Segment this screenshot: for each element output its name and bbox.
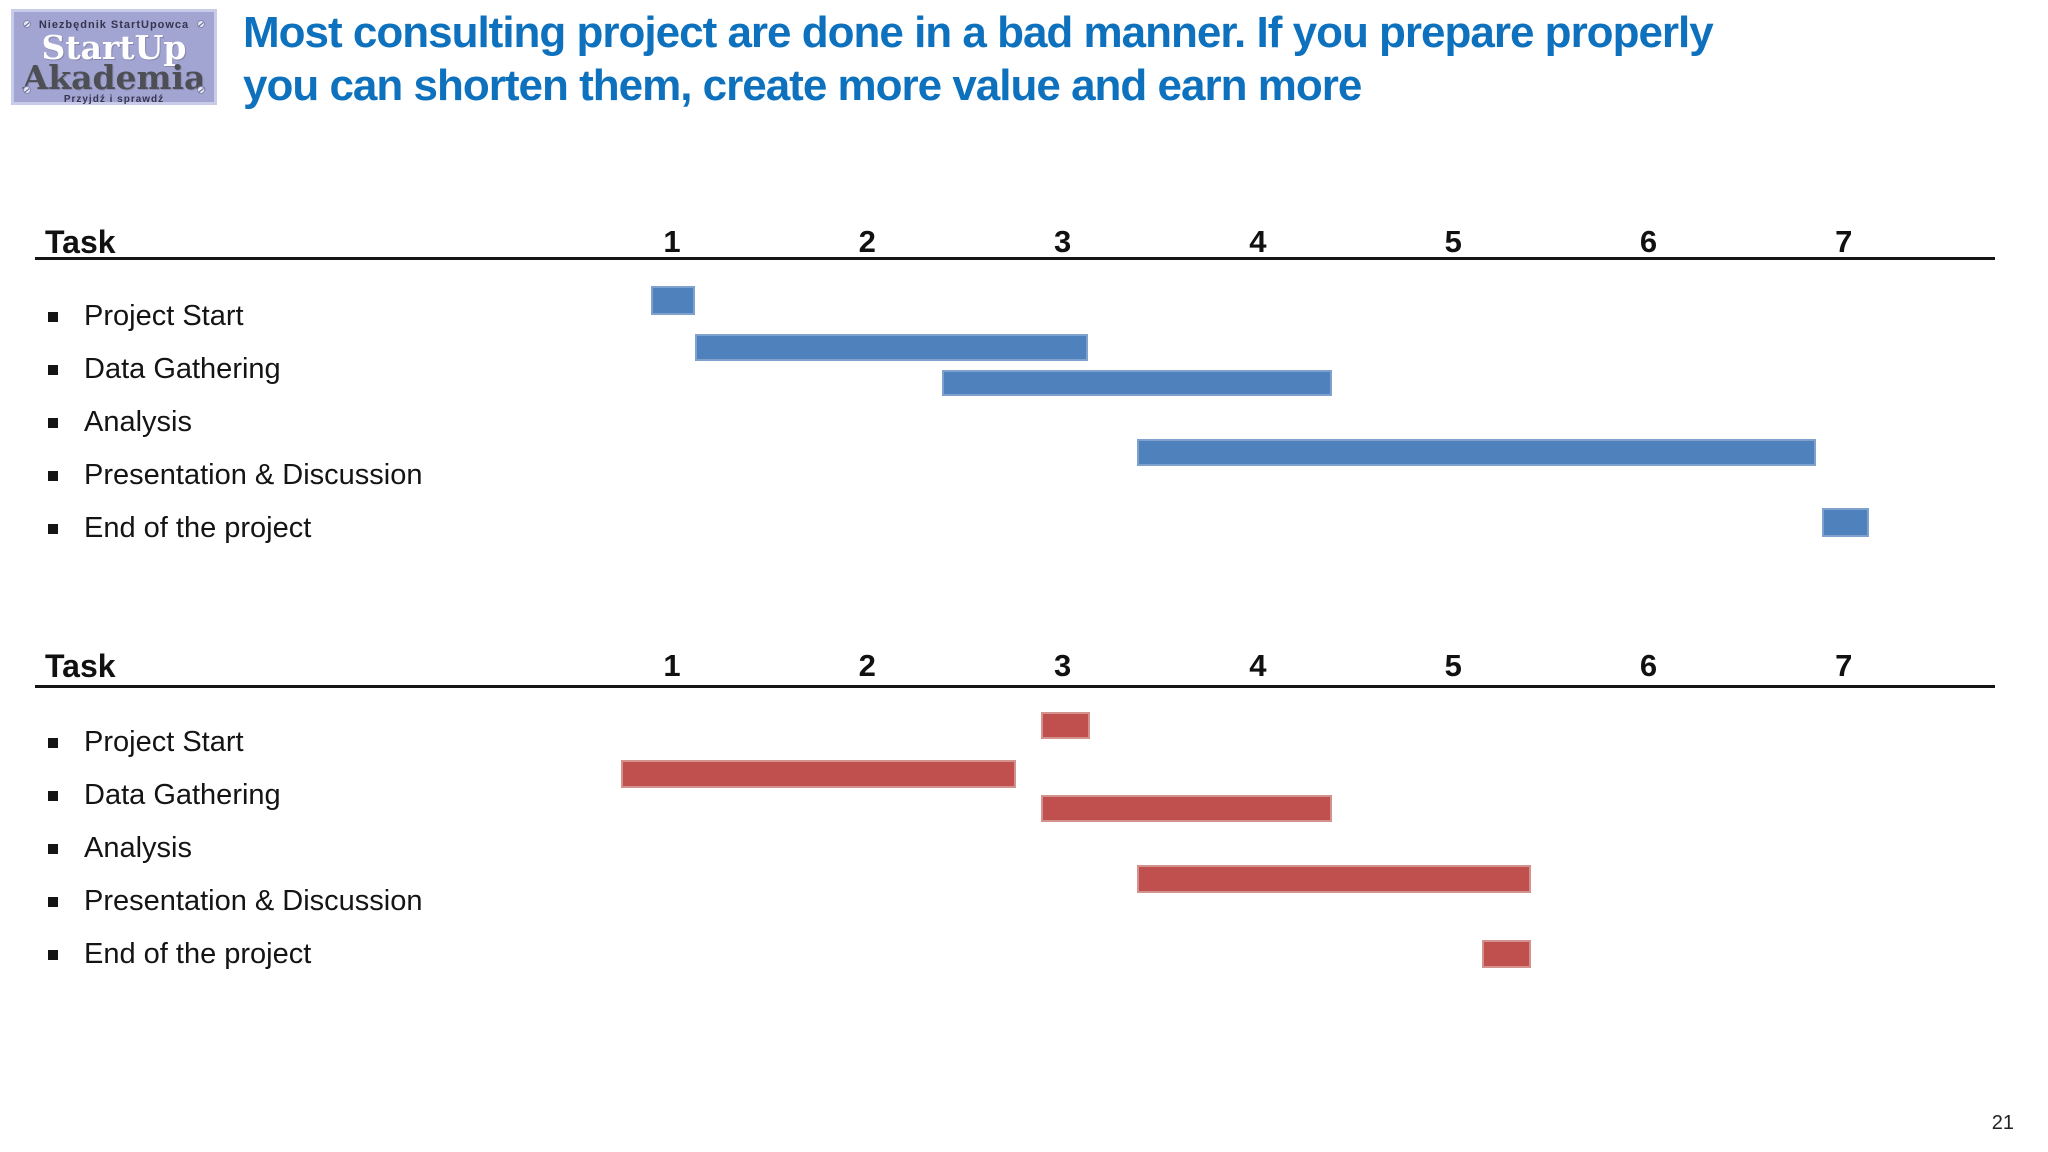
- task-label: Analysis: [84, 406, 192, 438]
- gantt-bar: [1041, 795, 1333, 822]
- slide-title-line2: you can shorten them, create more value …: [243, 61, 1362, 110]
- startup-akademia-logo: Niezbędnik StartUpowca StartUp Akademia …: [11, 9, 217, 105]
- axis-tick-label: 6: [1639, 224, 1658, 259]
- bullet-icon: [48, 791, 58, 801]
- axis-tick-label: 2: [858, 648, 876, 683]
- slide-title: Most consulting project are done in a ba…: [243, 6, 2043, 112]
- task-label: Project Start: [84, 726, 244, 758]
- bullet-icon: [48, 738, 58, 748]
- logo-tagline-bottom: Przyjdź i sprawdź: [63, 94, 165, 105]
- task-label: End of the project: [84, 512, 312, 544]
- screw-icon: [23, 86, 31, 94]
- bullet-icon: [48, 418, 58, 428]
- axis-tick-label: 4: [1249, 224, 1267, 259]
- task-label: End of the project: [84, 938, 312, 970]
- axis-tick-label: 7: [1835, 648, 1853, 683]
- gantt-bar: [1136, 439, 1817, 466]
- axis-tick-label: 5: [1444, 648, 1462, 683]
- task-label: Data Gathering: [84, 353, 281, 385]
- screw-icon: [23, 20, 31, 28]
- bullet-icon: [48, 365, 58, 375]
- bullet-icon: [48, 312, 58, 322]
- gantt-bar: [695, 334, 1088, 361]
- axis-tick-label: 2: [858, 224, 876, 259]
- logo-tagline-top: Niezbędnik StartUpowca: [38, 19, 190, 31]
- axis-tick-label: 6: [1639, 648, 1658, 683]
- header-rule: [35, 685, 1995, 688]
- task-column-header: Task: [45, 648, 116, 684]
- gantt-bar: [621, 760, 1016, 788]
- gantt-bar: [650, 286, 696, 315]
- gantt-bar: [1136, 865, 1532, 893]
- screw-icon: [197, 86, 205, 94]
- gantt-bar: [1822, 508, 1870, 537]
- gantt-bar: [1482, 940, 1532, 968]
- axis-tick-label: 7: [1835, 224, 1853, 259]
- logo-title: StartUp: [41, 28, 187, 67]
- bullet-icon: [48, 524, 58, 534]
- task-column-header: Task: [45, 224, 116, 260]
- task-label: Presentation & Discussion: [84, 459, 423, 491]
- axis-tick-label: 4: [1249, 648, 1267, 683]
- gantt-bar: [941, 370, 1333, 396]
- axis-tick-label: 3: [1053, 224, 1072, 259]
- bullet-icon: [48, 950, 58, 960]
- task-label: Data Gathering: [84, 779, 281, 811]
- gantt-bar: [1041, 712, 1090, 739]
- page-number: 21: [1991, 1112, 2014, 1134]
- axis-tick-label: 1: [663, 224, 681, 259]
- bullet-icon: [48, 844, 58, 854]
- task-label: Analysis: [84, 832, 192, 864]
- header-rule: [35, 257, 1995, 260]
- task-label: Presentation & Discussion: [84, 885, 423, 917]
- axis-tick-label: 1: [663, 648, 681, 683]
- slide-title-line1: Most consulting project are done in a ba…: [243, 8, 1714, 57]
- bullet-icon: [48, 897, 58, 907]
- logo-subtitle: Akademia: [22, 58, 206, 97]
- screw-icon: [197, 20, 205, 28]
- axis-tick-label: 5: [1444, 224, 1462, 259]
- axis-tick-label: 3: [1053, 648, 1072, 683]
- bullet-icon: [48, 471, 58, 481]
- task-label: Project Start: [84, 300, 244, 332]
